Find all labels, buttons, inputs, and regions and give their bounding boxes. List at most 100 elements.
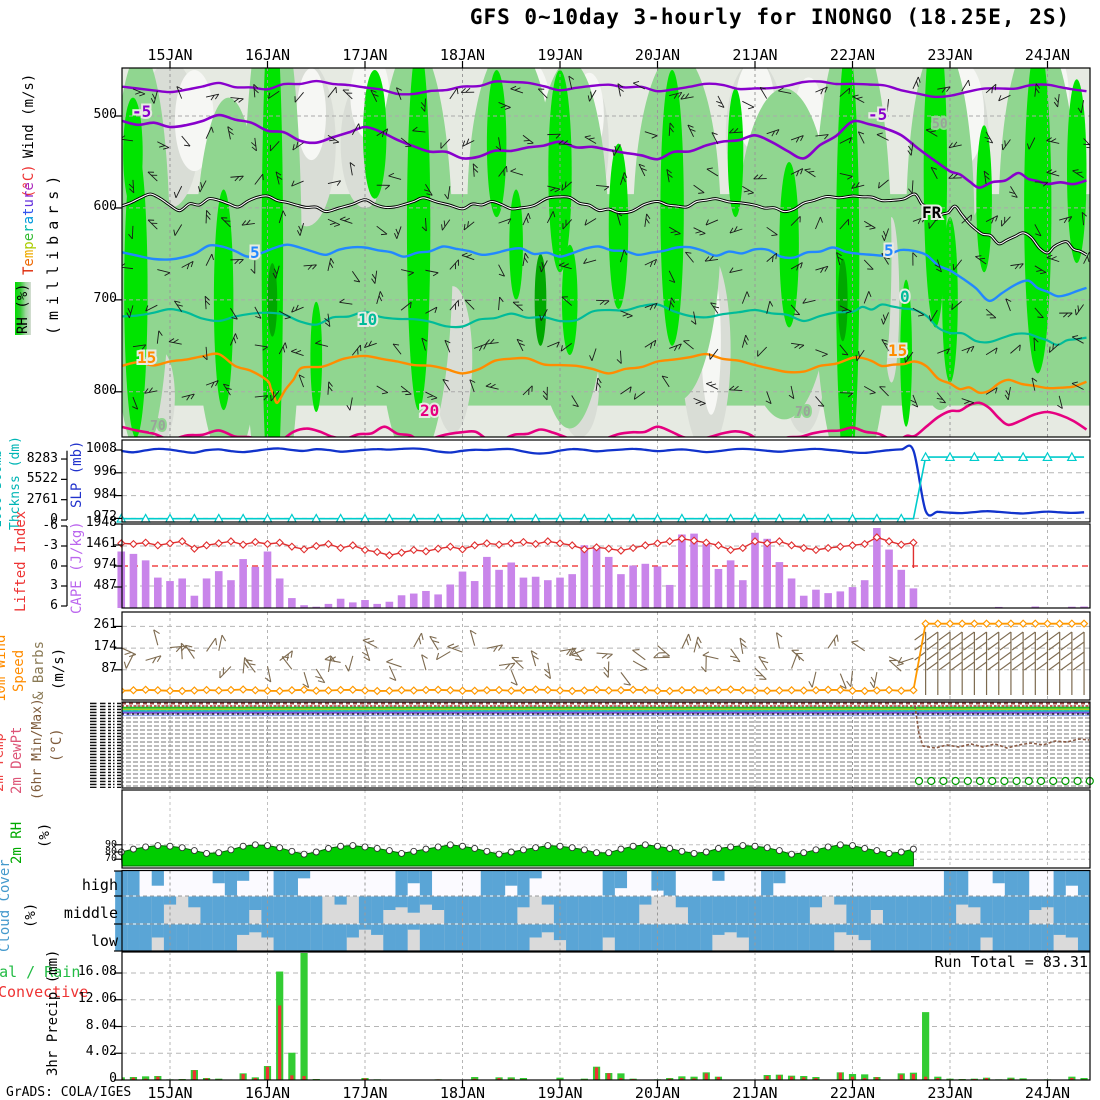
cape-bar: [873, 528, 881, 608]
precip-total-bar: [1080, 1078, 1088, 1080]
axis-label-barbs: & Barbs: [31, 640, 47, 700]
precip-convective-bar: [984, 1078, 989, 1080]
slp-panel: [116, 440, 1090, 523]
date-label-bottom: 15JAN: [147, 1084, 193, 1100]
date-label-bottom: 22JAN: [829, 1084, 876, 1100]
precip-convective-bar: [936, 1078, 940, 1080]
t2m-panel: [88, 702, 1094, 788]
axis-label-10m-wind: 10m Wind: [0, 634, 9, 702]
contour-temp-5: [122, 243, 1087, 303]
precip-convective-bar: [302, 1076, 306, 1080]
axis-label-2m-rh: 2m RH: [9, 821, 25, 864]
precip-tick: 8.04: [85, 1017, 117, 1033]
precip-total-bar: [922, 1012, 930, 1080]
axis-label-speed: Speed: [11, 649, 27, 692]
precip-convective-bar: [1009, 1078, 1013, 1080]
axis-label-millibars: (millibars): [44, 169, 62, 335]
cape-bar: [799, 595, 808, 608]
cape-bar: [312, 606, 321, 608]
precip-convective-bar: [704, 1073, 708, 1080]
cape-bar: [141, 560, 150, 608]
date-label-top: 19JAN: [537, 46, 583, 64]
cape-bar: [1068, 606, 1076, 608]
cape-tick: 1948: [85, 515, 117, 530]
cape-bar: [275, 578, 284, 608]
precip-total-bar: [122, 1077, 125, 1080]
cape-bar: [154, 577, 162, 608]
date-label-top: 24JAN: [1024, 46, 1071, 64]
cape-bar: [202, 578, 211, 608]
contour-label: 50: [932, 117, 948, 132]
cape-bar: [812, 589, 820, 608]
cape-bar: [787, 578, 796, 608]
cape-bar: [544, 580, 552, 608]
precip-convective-bar: [899, 1074, 903, 1080]
precip-convective-bar: [875, 1077, 879, 1080]
cape-bar: [641, 563, 650, 608]
wind-tick: 174: [93, 639, 117, 655]
cape-bar: [909, 588, 918, 608]
cape-bar: [288, 598, 296, 608]
precip-convective-bar: [253, 1078, 257, 1080]
axis-label-rh: RH (%): [15, 282, 32, 335]
precip-tick: 12.06: [77, 990, 117, 1006]
cape-bar: [349, 602, 357, 608]
cape-bar: [446, 584, 455, 608]
cape-bar: [836, 591, 845, 608]
contour-label: 15: [888, 341, 907, 360]
cape-bar: [726, 560, 735, 608]
cape-bar: [129, 553, 138, 608]
precip-convective-bar: [131, 1077, 136, 1080]
date-label-top: 15JAN: [147, 46, 193, 64]
cape-bar: [385, 601, 394, 608]
precip-convective-bar: [278, 1005, 282, 1080]
contour-label: 15: [137, 348, 156, 367]
cape-bar: [665, 584, 674, 608]
axis-label-2m-dewpt: 2m DewPt: [9, 726, 25, 794]
cape-bar: [690, 533, 698, 608]
cape-bar: [592, 546, 601, 608]
contour-purple-top: [122, 79, 1087, 99]
thickness-tick: 0: [50, 512, 58, 527]
precip-convective-bar: [290, 1075, 294, 1080]
precip-total-bar: [471, 1077, 479, 1080]
date-label-top: 21JAN: [732, 46, 778, 64]
precip-convective-bar: [777, 1075, 781, 1080]
li-tick: 3: [50, 578, 58, 593]
cape-bar: [263, 551, 272, 608]
precip-convective-bar: [473, 1078, 477, 1080]
date-label-top: 18JAN: [439, 46, 486, 64]
cape-bar: [775, 562, 784, 608]
cape-bar: [580, 545, 589, 608]
precip-convective-bar: [192, 1070, 196, 1080]
precip-total-bar: [519, 1078, 528, 1080]
cape-bar: [1080, 606, 1088, 608]
precip-convective-bar: [814, 1078, 818, 1080]
date-label-top: 17JAN: [342, 46, 388, 64]
cape-bar: [556, 577, 564, 608]
contour-temp-neg5: [122, 113, 1087, 189]
axis-label-cloud-cover: Cloud Cover: [0, 859, 13, 952]
precip-convective-bar: [363, 1078, 367, 1080]
axis-label-temperature: Temperature: [21, 182, 37, 275]
contour-temp-10: [122, 303, 1087, 347]
cape-bar: [531, 576, 540, 608]
t2m-dropped-line: [914, 705, 1090, 749]
wind-tick: 87: [101, 660, 117, 676]
panel-borders: [61, 61, 1091, 1087]
date-label-top: 20JAN: [634, 46, 681, 64]
cloud-row-label-low: low: [90, 932, 118, 950]
cape-bar: [214, 571, 223, 608]
axis-label-degc2: (°C): [49, 728, 65, 762]
contour-label: 70: [150, 419, 166, 434]
precip-convective-bar: [156, 1076, 160, 1080]
precip-convective-bar: [789, 1076, 794, 1080]
cape-bar: [507, 562, 516, 608]
slp-tick: 972: [93, 509, 117, 525]
thickness-tick: 5522: [26, 471, 58, 487]
precip-total-bar: [142, 1076, 150, 1080]
cape-bar: [897, 569, 906, 608]
cape-bar: [434, 594, 442, 608]
